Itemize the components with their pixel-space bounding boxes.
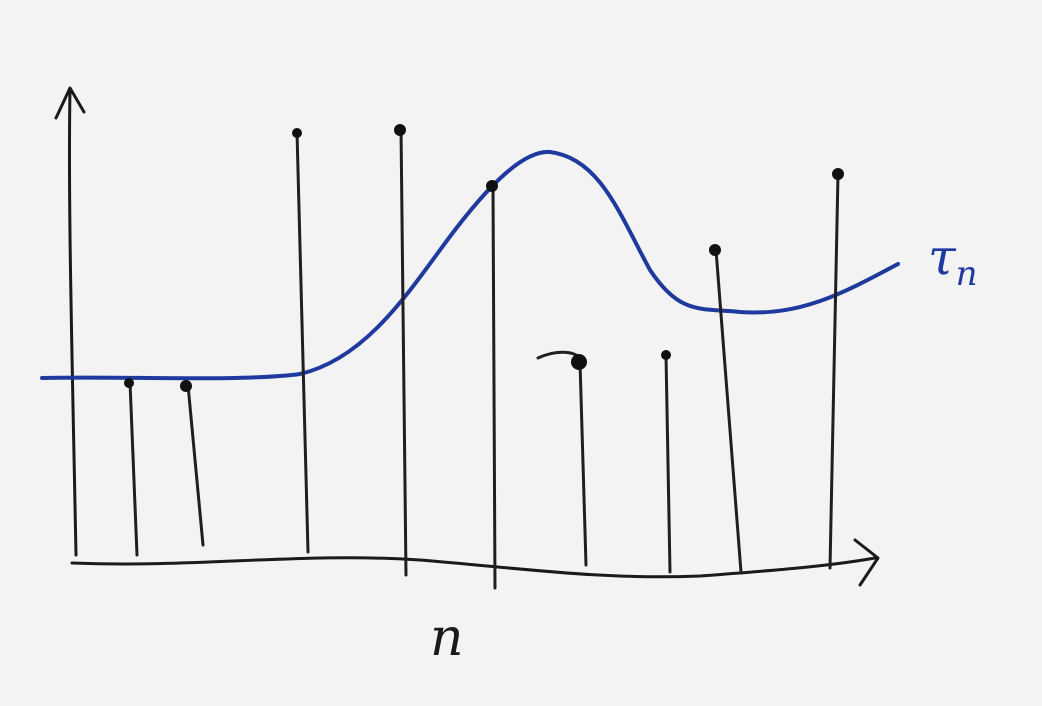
stem-9-dot [832,168,844,180]
stem-1 [128,380,139,557]
stem-7 [664,353,672,574]
stem-4 [399,126,408,577]
stem-9 [828,172,840,570]
x-axis-label: n [430,612,464,664]
x-axis-arrowhead [853,538,880,587]
curve-label-symbol: τ [928,228,956,286]
stem-6 [578,360,588,567]
stems [124,124,844,590]
stem-4-dot [394,124,406,136]
stem-8-dot [709,244,721,256]
stem-3-dot [292,128,302,138]
curve-label: τn [928,232,978,291]
y-axis-arrowhead [54,86,86,120]
stem-2-dot [180,380,192,392]
stem-5-dot [486,180,498,192]
x-axis-label-text: n [430,608,464,668]
stem-5 [491,184,497,590]
tau-curve [40,149,900,381]
stem-7-dot [661,350,671,360]
stem-2 [186,383,205,547]
curve-label-subscript: n [955,254,978,294]
stem-3 [295,130,310,554]
stem-6-dot [571,354,587,370]
stem-8 [714,248,743,574]
stem-1-dot [124,378,134,388]
y-axis [67,88,78,557]
x-axis [70,556,877,579]
